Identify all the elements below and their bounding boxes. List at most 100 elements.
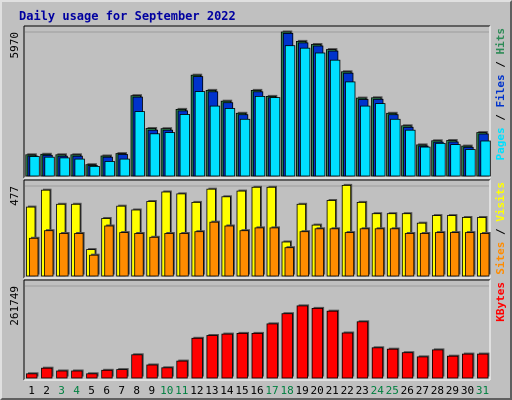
legend-entry: Pages: [494, 127, 507, 160]
sites-bar-day-30: [464, 232, 475, 277]
pages-bar-day-5: [89, 165, 100, 177]
x-tick-label-day-22: 22: [341, 384, 354, 397]
x-tick-label-day-27: 27: [416, 384, 429, 397]
x-tick-label-day-2: 2: [43, 384, 50, 397]
pages-bar-day-25: [390, 118, 401, 177]
sites-bar-day-19: [299, 231, 310, 277]
panel-legend: KBytes: [494, 282, 507, 322]
sites-bar-day-23: [359, 228, 370, 277]
pages-bar-day-13: [209, 105, 221, 177]
kbytes-bar-day-20: [311, 307, 324, 379]
panel-visits: 477 Sites / Visits: [8, 179, 507, 279]
x-tick-label-day-7: 7: [118, 384, 125, 397]
pages-bar-day-6: [104, 161, 115, 177]
chart-title: Daily usage for September 2022: [19, 9, 236, 23]
legend-entry: /: [494, 108, 507, 128]
kbytes-bar-day-31: [477, 353, 489, 379]
kbytes-bar-day-1: [26, 373, 38, 379]
kbytes-bar-day-13: [206, 335, 218, 379]
kbytes-bar-day-19: [296, 305, 309, 379]
sites-bar-day-4: [74, 233, 84, 277]
panel-legend: Sites / Visits: [494, 182, 507, 275]
kbytes-bar-day-10: [161, 367, 173, 379]
panel-bars: [25, 30, 491, 177]
pages-bar-day-8: [134, 111, 145, 177]
pages-bar-day-1: [29, 156, 40, 177]
sites-bar-day-8: [134, 233, 144, 277]
pages-bar-day-2: [44, 156, 55, 177]
x-tick-label-day-20: 20: [310, 384, 323, 397]
x-tick-label-day-25: 25: [386, 384, 399, 397]
legend-entry: Hits: [494, 28, 507, 55]
sites-bar-day-12: [194, 231, 204, 277]
kbytes-bar-day-26: [401, 352, 414, 379]
sites-bar-day-22: [344, 232, 355, 277]
x-tick-label-day-13: 13: [205, 384, 218, 397]
x-tick-label-day-30: 30: [461, 384, 474, 397]
panel-legend: Pages / Files / Hits: [494, 28, 507, 161]
pages-bar-day-31: [480, 140, 491, 177]
sites-bar-day-10: [164, 233, 174, 277]
pages-bar-day-20: [314, 52, 326, 177]
kbytes-bar-day-14: [221, 333, 233, 379]
pages-bar-day-10: [164, 132, 176, 177]
kbytes-bar-day-4: [71, 370, 83, 379]
kbytes-bar-day-8: [131, 354, 143, 379]
sites-bar-day-26: [404, 233, 415, 277]
x-tick-label-day-24: 24: [371, 384, 385, 397]
sites-bar-day-6: [104, 225, 114, 277]
kbytes-bar-day-2: [41, 367, 53, 379]
x-tick-label-day-28: 28: [431, 384, 444, 397]
sites-bar-day-15: [239, 230, 249, 277]
pages-bar-day-26: [405, 129, 416, 177]
pages-bar-day-14: [224, 108, 236, 177]
pages-bar-day-9: [149, 133, 161, 177]
sites-bar-day-11: [179, 233, 189, 277]
sites-bar-day-25: [389, 228, 400, 277]
x-axis-day-labels: 1 2 3 4 5 6 7 8 9 10 11 12 13 14 15 16 17 18 19 20 21 22 23 24 2…: [28, 384, 489, 397]
kbytes-bar-day-15: [236, 332, 248, 379]
x-tick-label-day-21: 21: [326, 384, 339, 397]
sites-bar-day-24: [374, 228, 385, 277]
pages-bar-day-24: [375, 103, 386, 177]
kbytes-bar-day-22: [341, 332, 354, 379]
x-tick-label-day-14: 14: [220, 384, 234, 397]
sites-bar-day-5: [89, 254, 99, 277]
x-tick-label-day-10: 10: [160, 384, 173, 397]
panel-max-label: 5970: [8, 32, 21, 59]
pages-bar-day-28: [435, 142, 446, 177]
sites-bar-day-3: [59, 233, 69, 277]
pages-bar-day-16: [254, 96, 266, 177]
sites-bar-day-14: [224, 225, 234, 277]
panel-max-label: 477: [8, 186, 21, 206]
x-tick-label-day-18: 18: [280, 384, 293, 397]
x-tick-label-day-8: 8: [133, 384, 140, 397]
sites-bar-day-17: [269, 227, 279, 277]
pages-bar-day-11: [179, 114, 191, 177]
pages-bar-day-4: [74, 158, 85, 177]
x-tick-label-day-29: 29: [446, 384, 459, 397]
x-tick-label-day-16: 16: [250, 384, 263, 397]
x-tick-label-day-12: 12: [190, 384, 203, 397]
sites-bar-day-21: [329, 228, 340, 277]
x-tick-label-day-19: 19: [295, 384, 308, 397]
x-tick-label-day-31: 31: [476, 384, 489, 397]
kbytes-bar-day-18: [281, 313, 293, 379]
pages-bar-day-7: [119, 158, 130, 177]
x-tick-label-day-26: 26: [401, 384, 414, 397]
legend-entry: Files: [494, 74, 507, 107]
pages-bar-day-21: [329, 59, 341, 177]
kbytes-bar-day-5: [86, 373, 98, 379]
kbytes-bar-day-25: [386, 348, 399, 379]
kbytes-bar-day-29: [446, 355, 459, 379]
sites-bar-day-13: [209, 221, 219, 277]
legend-entry: Sites: [494, 242, 507, 275]
sites-bar-day-7: [119, 232, 129, 277]
kbytes-bar-day-6: [101, 369, 113, 379]
x-tick-label-day-23: 23: [356, 384, 369, 397]
x-tick-label-day-17: 17: [265, 384, 278, 397]
legend-entry: /: [494, 55, 507, 75]
pages-bar-day-12: [194, 91, 206, 177]
panel-kbytes: 261749 KBytes: [8, 279, 507, 381]
pages-bar-day-23: [360, 105, 371, 177]
